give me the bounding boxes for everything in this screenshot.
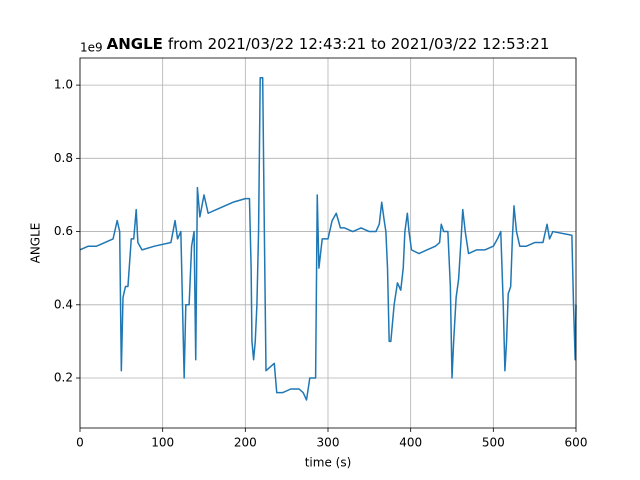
x-tick-label: 100 <box>151 436 174 450</box>
title-bold: ANGLE <box>107 35 163 53</box>
title-rest: from 2021/03/22 12:43:21 to 2021/03/22 1… <box>168 35 549 53</box>
x-tick-label: 0 <box>76 436 84 450</box>
y-axis-label: ANGLE <box>29 223 43 264</box>
y-tick-label: 0.8 <box>54 151 73 165</box>
x-tick-label: 500 <box>482 436 505 450</box>
chart-title: ANGLE from 2021/03/22 12:43:21 to 2021/03… <box>107 35 550 53</box>
data-line <box>79 77 577 401</box>
y-tick-label: 0.2 <box>54 371 73 385</box>
plot-frame <box>79 57 577 429</box>
x-tick-label: 300 <box>317 436 340 450</box>
y-tick-label: 0.4 <box>54 297 73 311</box>
y-offset-label: 1e9 <box>80 41 103 55</box>
y-tick-label: 0.6 <box>54 224 73 238</box>
x-tick-label: 200 <box>234 436 257 450</box>
x-tick-label: 600 <box>565 436 588 450</box>
y-tick-label: 1.0 <box>54 78 73 92</box>
x-tick-label: 400 <box>399 436 422 450</box>
x-axis-label: time (s) <box>305 456 352 470</box>
